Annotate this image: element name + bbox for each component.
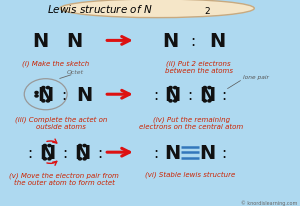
Ellipse shape [60,0,254,19]
Circle shape [174,87,177,89]
Text: $\mathit{2}$: $\mathit{2}$ [204,5,211,16]
Text: N: N [66,32,82,51]
Text: (iv) Put the remaining
electrons on the central atom: (iv) Put the remaining electrons on the … [139,115,244,129]
Text: N: N [199,85,215,104]
Text: (vi) Stable lewis structure: (vi) Stable lewis structure [145,171,235,178]
Circle shape [78,145,82,147]
Text: N: N [76,85,92,104]
Text: N: N [209,32,225,51]
Text: (ii) Put 2 electrons
between the atoms: (ii) Put 2 electrons between the atoms [165,60,232,73]
Circle shape [35,95,38,97]
Text: :: : [222,87,227,102]
Text: (v) Move the electron pair from
the outer atom to form octet: (v) Move the electron pair from the oute… [9,172,119,186]
Circle shape [208,87,211,89]
Circle shape [43,158,46,160]
Circle shape [48,158,51,160]
Text: N: N [162,32,178,51]
Text: N: N [165,85,181,104]
Circle shape [203,87,206,89]
Text: (iii) Complete the actet on
outside atoms: (iii) Complete the actet on outside atom… [15,115,108,129]
Text: :: : [153,87,158,102]
Text: :: : [27,145,32,160]
Circle shape [78,158,82,160]
Text: N: N [74,143,90,162]
Circle shape [169,87,172,89]
Circle shape [203,100,206,102]
Text: N: N [32,32,48,51]
Text: (i) Make the sketch: (i) Make the sketch [22,60,89,66]
Circle shape [48,145,51,147]
Text: :: : [188,87,193,102]
Text: lone pair: lone pair [243,74,269,79]
Text: © knordislearning.com: © knordislearning.com [241,199,297,205]
Text: N: N [39,143,55,162]
Text: :: : [62,87,67,102]
Circle shape [169,100,172,102]
Text: :: : [63,145,68,160]
Circle shape [208,100,211,102]
Text: $\mathit{Lewis\ structure\ of\ N}$: $\mathit{Lewis\ structure\ of\ N}$ [47,3,153,15]
Circle shape [83,158,86,160]
Circle shape [43,145,46,147]
Circle shape [42,87,45,89]
Circle shape [46,100,50,102]
Circle shape [35,92,38,94]
Circle shape [46,87,50,89]
Text: :: : [153,145,158,160]
Text: :: : [190,34,195,49]
Circle shape [42,100,45,102]
Text: N: N [38,85,54,104]
Text: :: : [222,145,227,160]
Text: Octet: Octet [67,69,84,74]
Text: N: N [165,143,181,162]
Text: :: : [97,145,102,160]
Circle shape [83,145,86,147]
Text: N: N [199,143,215,162]
Circle shape [174,100,177,102]
